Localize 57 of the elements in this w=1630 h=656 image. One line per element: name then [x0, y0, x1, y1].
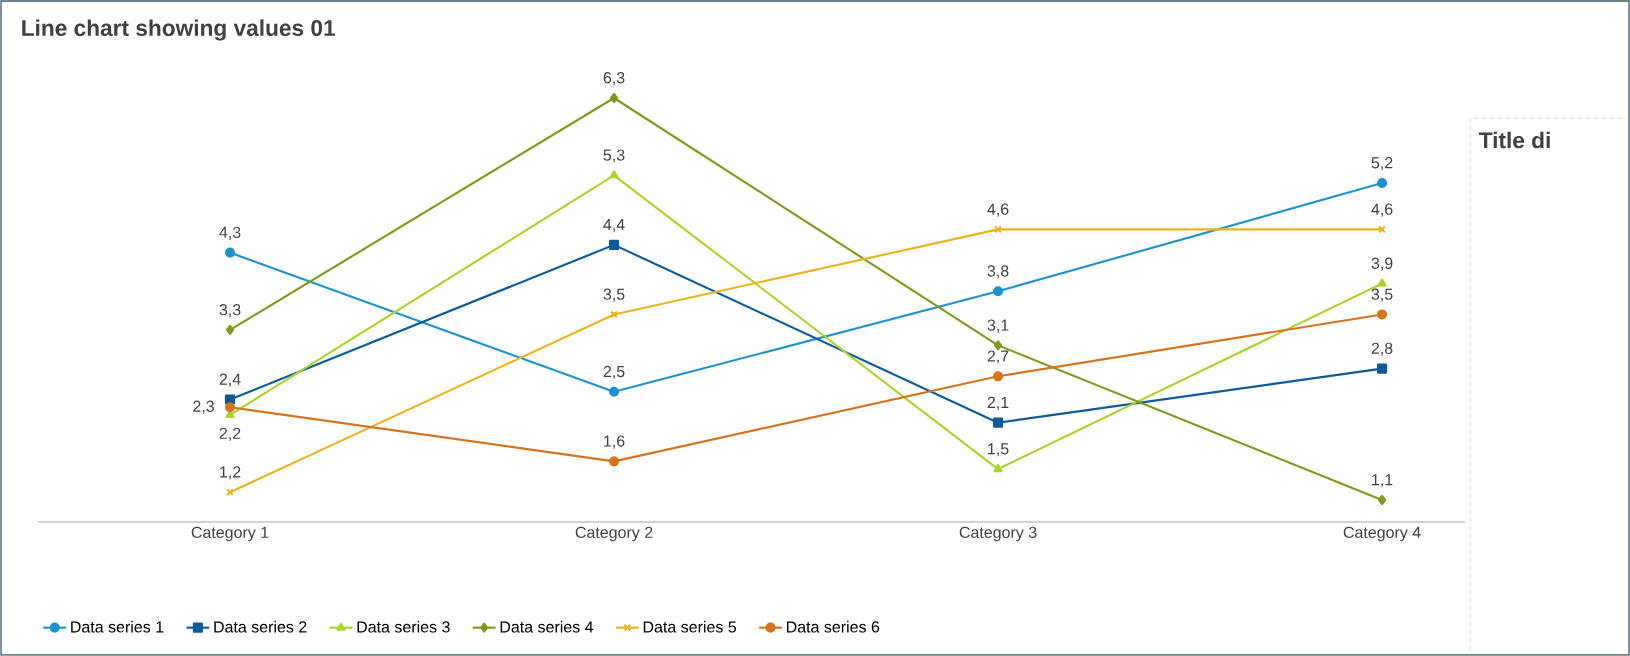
data-label: 3,8 [987, 265, 1009, 279]
data-label: 2,5 [603, 365, 625, 380]
data-label: 1,5 [988, 443, 1009, 457]
point [993, 340, 1003, 351]
point [1377, 278, 1387, 287]
point [994, 225, 1002, 234]
point [1376, 309, 1388, 320]
data-label: 4,6 [1371, 203, 1393, 217]
data-label: 2,1 [987, 396, 1009, 410]
legend-label: Data series 5 [643, 620, 737, 633]
data-label: 1,2 [220, 466, 241, 480]
point [992, 286, 1004, 297]
data-label: 4,4 [603, 219, 625, 233]
point [993, 464, 1003, 473]
x-tick-label: Category 4 [1343, 526, 1421, 542]
legend-label: Data series 6 [786, 620, 880, 633]
point [609, 170, 619, 179]
legend-label: Data series 3 [357, 620, 450, 633]
data-label: 2,8 [1371, 342, 1393, 356]
data-label: 2,3 [193, 400, 214, 414]
point [992, 417, 1004, 428]
point [225, 324, 235, 335]
data-label: 3,5 [1371, 288, 1393, 302]
data-label: 4,6 [987, 203, 1009, 217]
data-label: 3,3 [219, 303, 241, 318]
annotation: Title di [1478, 131, 1550, 149]
data-label: 3,1 [987, 319, 1009, 333]
data-label: 1,1 [1372, 474, 1393, 488]
chart-title: Line chart showing values 01 [22, 19, 336, 41]
point [608, 239, 620, 250]
data-label: 6,3 [603, 72, 625, 86]
point [608, 456, 620, 467]
point [609, 92, 619, 104]
legend-label: Data series 2 [214, 620, 307, 633]
point [1376, 363, 1388, 374]
x-tick-label: Category 2 [575, 526, 653, 542]
point [610, 310, 618, 319]
data-label: 1,6 [604, 435, 625, 449]
legend-label: Data series 1 [71, 620, 164, 633]
data-label: 2,7 [987, 350, 1009, 364]
point [224, 402, 236, 413]
data-label: 4,3 [219, 226, 241, 240]
legend-label: Data series 4 [500, 620, 594, 633]
point [608, 386, 620, 397]
x-tick-label: Category 3 [959, 526, 1037, 542]
data-label: 3,9 [1371, 257, 1393, 271]
point [1376, 177, 1388, 189]
data-label: 2,2 [219, 427, 241, 441]
point [224, 394, 236, 405]
x-tick-label: Category 1 [191, 526, 269, 542]
data-label: 3,5 [603, 288, 625, 302]
point [224, 247, 236, 258]
point [1377, 494, 1387, 506]
point [992, 371, 1004, 382]
data-label: 5,3 [603, 149, 625, 163]
data-label: 5,2 [1371, 157, 1393, 171]
data-label: 2,4 [219, 373, 241, 387]
